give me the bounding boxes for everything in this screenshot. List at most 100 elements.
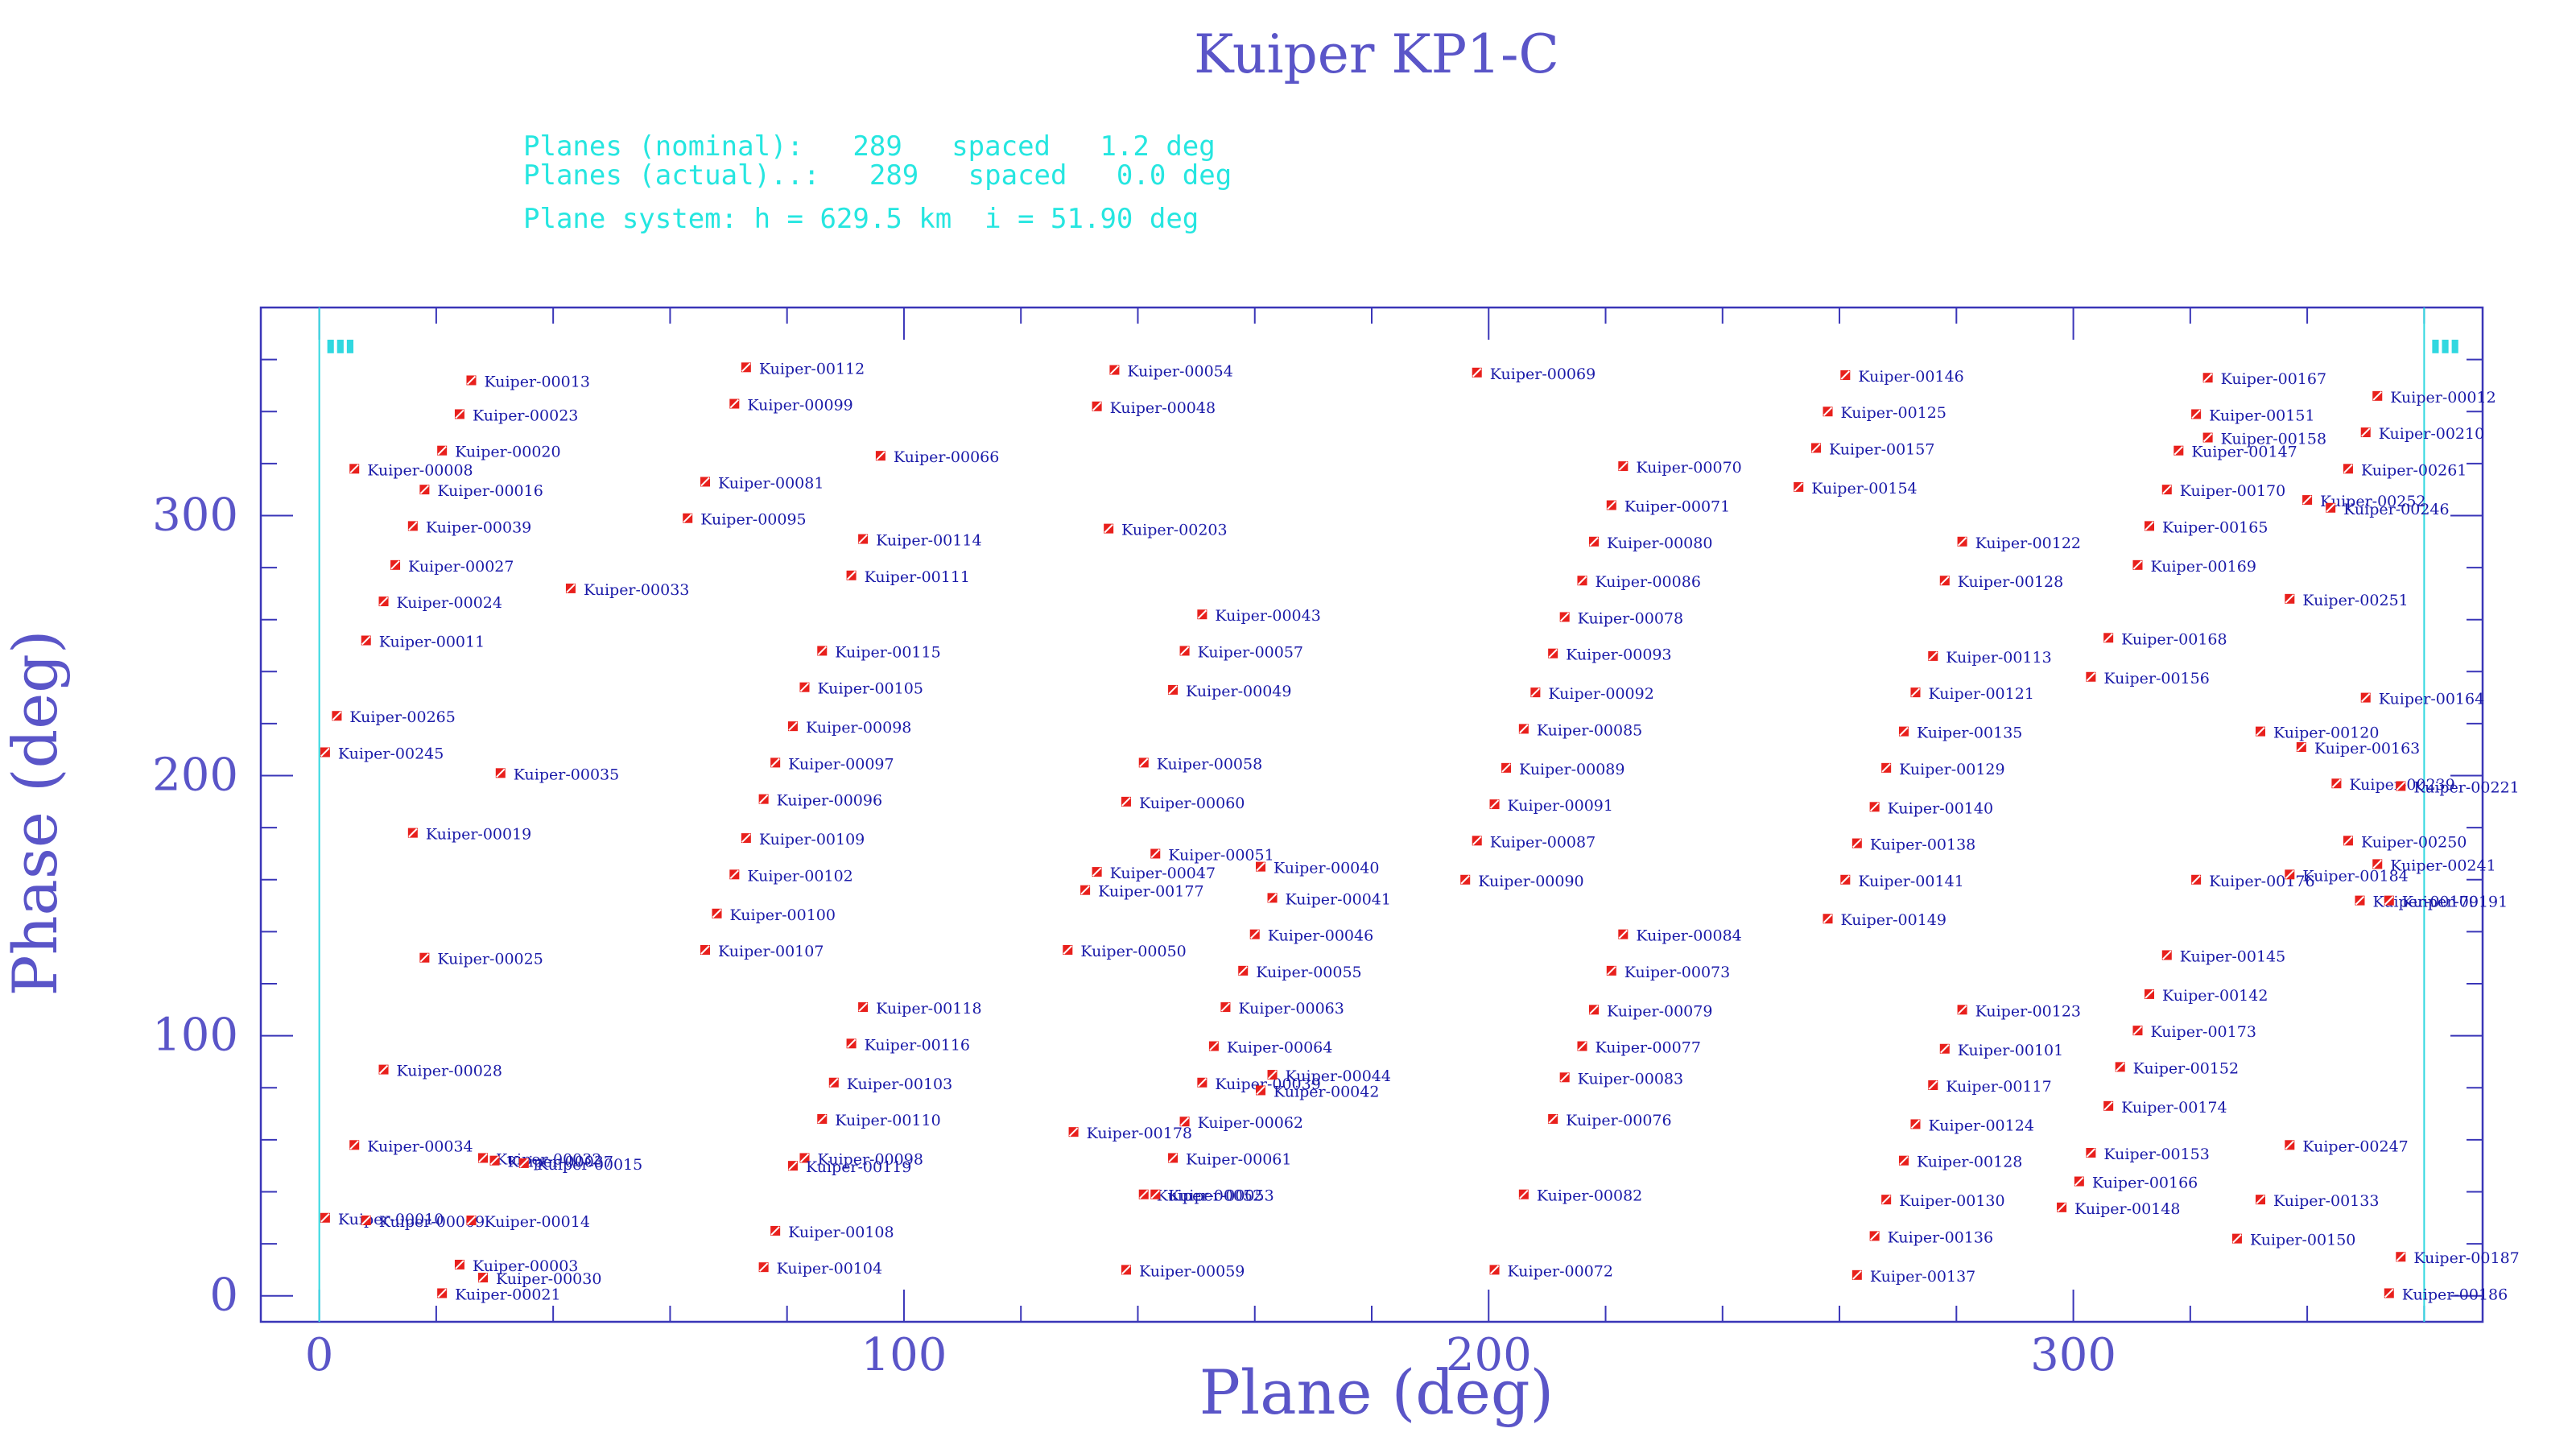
point-label: Kuiper-00108 [788, 1224, 894, 1241]
point-marker-tick [332, 711, 342, 720]
point-label: Kuiper-00066 [894, 448, 999, 466]
y-tick-label: 0 [209, 1269, 238, 1322]
point-marker-tick [1168, 1153, 1178, 1163]
point-label: Kuiper-00250 [2361, 833, 2467, 851]
point-label: Kuiper-00247 [2302, 1137, 2408, 1155]
point-marker-tick [858, 1002, 868, 1012]
point-marker-tick [1823, 914, 1833, 923]
point-label: Kuiper-00092 [1548, 685, 1653, 703]
point-label: Kuiper-00261 [2361, 461, 2467, 479]
point-label: Kuiper-00098 [806, 719, 911, 737]
point-marker-tick [1869, 802, 1880, 812]
point-label: Kuiper-00090 [1478, 873, 1583, 890]
point-label: Kuiper-00087 [1490, 833, 1596, 851]
point-marker-tick [2162, 485, 2172, 494]
point-label: Kuiper-00009 [379, 1213, 485, 1231]
point-label: Kuiper-00030 [496, 1270, 601, 1288]
point-marker-tick [1840, 370, 1851, 380]
point-marker-tick [1840, 875, 1851, 885]
x-tick-label: 100 [861, 1329, 947, 1381]
point-marker-tick [478, 1273, 488, 1282]
point-marker-tick [846, 571, 857, 580]
point-label: Kuiper-00179 [2372, 894, 2478, 911]
point-marker-tick [2326, 503, 2335, 513]
point-marker-tick [2297, 742, 2306, 752]
point-marker-tick [770, 758, 780, 768]
point-marker-tick [2202, 373, 2213, 382]
point-label: Kuiper-00210 [2379, 425, 2484, 443]
point-marker-tick [1589, 1005, 1599, 1015]
point-marker-tick [1940, 1044, 1950, 1054]
point-marker-tick [466, 1216, 477, 1225]
point-marker-tick [1220, 1002, 1231, 1012]
point-marker-tick [2372, 859, 2382, 869]
point-marker-tick [1957, 537, 1967, 547]
point-marker-tick [1548, 1114, 1558, 1124]
point-label: Kuiper-00129 [1899, 761, 2004, 778]
point-marker-tick [1092, 402, 1102, 411]
point-label: Kuiper-00116 [865, 1036, 970, 1054]
point-marker-tick [1910, 1119, 1921, 1129]
point-marker-tick [700, 477, 710, 487]
point-label: Kuiper-00130 [1899, 1192, 2004, 1210]
point-marker-tick [1928, 651, 1938, 661]
point-marker-tick [1618, 929, 1629, 939]
point-label: Kuiper-00251 [2302, 592, 2408, 609]
point-marker-tick [496, 768, 506, 778]
point-marker-tick [2074, 1176, 2084, 1187]
point-label: Kuiper-00037 [508, 1154, 613, 1171]
point-marker-tick [408, 521, 418, 531]
point-marker-tick [712, 909, 722, 919]
point-marker-tick [1910, 687, 1921, 697]
point-label: Kuiper-00122 [1975, 535, 2081, 552]
point-marker-tick [1940, 576, 1950, 585]
point-marker-tick [1489, 799, 1500, 809]
point-marker-tick [1957, 1005, 1967, 1015]
point-marker-tick [1881, 763, 1891, 773]
point-marker-tick [1092, 867, 1102, 877]
point-marker-tick [320, 747, 330, 758]
point-label: Kuiper-00135 [1917, 724, 2022, 742]
point-label: Kuiper-00245 [338, 745, 444, 762]
point-label: Kuiper-00027 [408, 558, 514, 576]
point-label: Kuiper-00111 [865, 568, 970, 586]
point-marker-tick [2057, 1203, 2066, 1212]
point-marker-tick [378, 597, 389, 606]
point-marker-tick [2285, 1140, 2295, 1150]
point-label: Kuiper-00046 [1268, 927, 1373, 945]
point-label: Kuiper-00077 [1595, 1039, 1700, 1057]
point-marker-tick [829, 1078, 839, 1088]
point-marker-tick [1489, 1265, 1500, 1275]
point-marker-tick [1852, 838, 1862, 848]
point-label: Kuiper-00141 [1858, 873, 1963, 890]
point-label: Kuiper-00093 [1566, 646, 1671, 664]
point-marker-tick [1794, 482, 1803, 492]
point-label: Kuiper-00149 [1841, 911, 1946, 929]
point-label: Kuiper-00166 [2092, 1174, 2198, 1192]
point-label: Kuiper-00047 [1110, 865, 1216, 882]
point-marker-tick [1519, 1189, 1529, 1199]
point-marker-tick [1589, 537, 1599, 547]
point-label: Kuiper-00028 [397, 1063, 502, 1080]
point-marker-tick [1063, 945, 1073, 955]
point-marker-tick [1238, 966, 1248, 976]
point-marker-tick [361, 635, 371, 646]
corner-marker: ▮▮▮ [2430, 336, 2459, 356]
point-label: Kuiper-00153 [2103, 1146, 2209, 1163]
point-label: Kuiper-00114 [876, 532, 981, 550]
point-marker-tick [2145, 521, 2154, 531]
point-label: Kuiper-00186 [2402, 1286, 2508, 1303]
point-label: Kuiper-00137 [1870, 1268, 1975, 1286]
point-marker-tick [2232, 1233, 2242, 1244]
point-marker-tick [876, 451, 886, 460]
point-label: Kuiper-00170 [2180, 482, 2285, 500]
point-label: Kuiper-00184 [2302, 867, 2408, 885]
point-label: Kuiper-00110 [835, 1112, 940, 1129]
point-label: Kuiper-00096 [777, 792, 882, 810]
point-label: Kuiper-00168 [2121, 630, 2227, 648]
point-label: Kuiper-00016 [437, 482, 543, 500]
point-marker-tick [846, 1038, 857, 1049]
point-label: Kuiper-00019 [426, 826, 531, 844]
point-label: Kuiper-00048 [1110, 399, 1216, 417]
point-label: Kuiper-00142 [2162, 987, 2268, 1005]
